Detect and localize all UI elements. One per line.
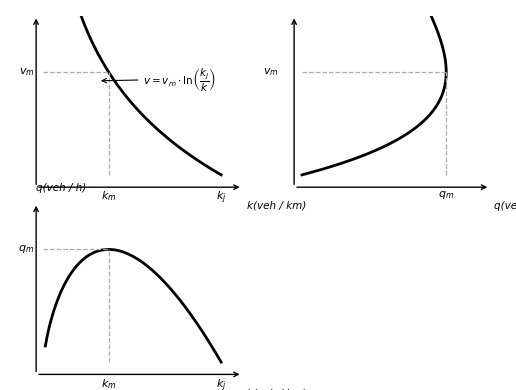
Text: q(veh / h): q(veh / h) [494,201,516,211]
Text: $k_j$: $k_j$ [216,189,227,206]
Text: $k_j$: $k_j$ [216,378,227,390]
Text: q(veh / h): q(veh / h) [36,183,87,193]
Text: $q_m$: $q_m$ [438,189,454,201]
Text: k(veh / km): k(veh / km) [247,201,306,211]
Text: $q_m$: $q_m$ [18,243,35,255]
Text: $v_m$: $v_m$ [263,66,279,78]
Text: k(veh / km): k(veh / km) [247,388,306,390]
Text: $k_m$: $k_m$ [101,189,117,203]
Text: $v_m$: $v_m$ [19,66,35,78]
Text: $v = v_m \cdot \ln\!\left(\dfrac{k_j}{k}\right)$: $v = v_m \cdot \ln\!\left(\dfrac{k_j}{k}… [102,66,217,93]
Text: $k_m$: $k_m$ [101,378,117,390]
